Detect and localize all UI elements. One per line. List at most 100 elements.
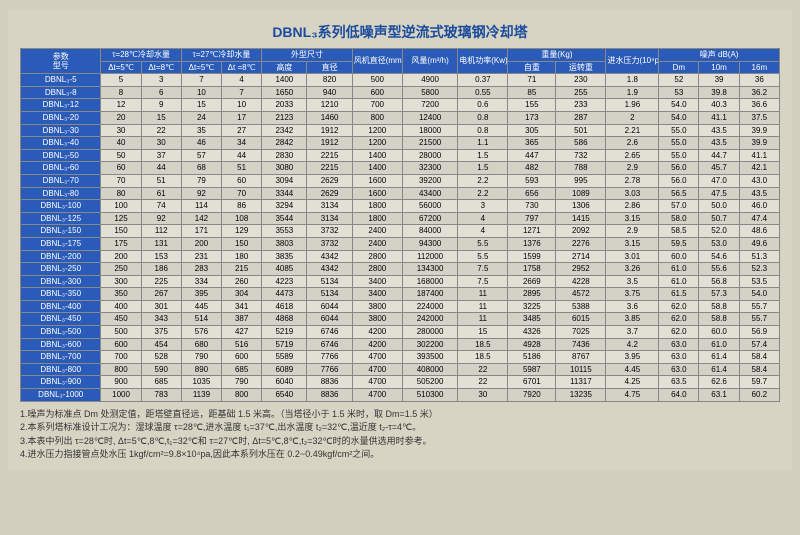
data-cell: 1210 — [307, 99, 352, 112]
data-cell: 350 — [101, 288, 141, 301]
data-cell: 600 — [101, 338, 141, 351]
th-height: 高度 — [262, 61, 307, 74]
data-cell: 685 — [222, 363, 262, 376]
data-cell: 187400 — [402, 288, 457, 301]
data-cell: 173 — [508, 111, 556, 124]
data-cell: 1271 — [508, 225, 556, 238]
note-line: 4.进水压力指接管点处水压 1kgf/cm²=9.8×10⁴pa,因此本系列水压… — [20, 448, 780, 462]
data-cell: 61.4 — [699, 351, 739, 364]
data-cell: 55.0 — [659, 137, 699, 150]
data-cell: 58.8 — [699, 313, 739, 326]
data-cell: 134300 — [402, 263, 457, 276]
data-cell: 0.37 — [458, 74, 508, 87]
data-cell: 53.5 — [739, 275, 779, 288]
model-cell: DBNL₃-80 — [21, 187, 101, 200]
th-param-model: 参数型号 — [21, 49, 101, 74]
data-cell: 4.25 — [606, 376, 659, 389]
data-cell: 500 — [352, 74, 402, 87]
data-cell: 59.7 — [739, 376, 779, 389]
data-cell: 231 — [181, 250, 221, 263]
data-cell: 1758 — [508, 263, 556, 276]
model-cell: DBNL₃-20 — [21, 111, 101, 124]
data-cell: 54.0 — [659, 99, 699, 112]
data-cell: 15 — [458, 326, 508, 339]
model-cell: DBNL₃-250 — [21, 263, 101, 276]
data-cell: 4618 — [262, 300, 307, 313]
data-cell: 783 — [141, 389, 181, 402]
data-cell: 4 — [458, 212, 508, 225]
th-dt5b: Δt=5℃ — [181, 61, 221, 74]
data-cell: 52.0 — [699, 225, 739, 238]
data-cell: 60.0 — [659, 250, 699, 263]
data-cell: 8 — [101, 86, 141, 99]
data-cell: 61.0 — [659, 275, 699, 288]
data-cell: 7 — [222, 86, 262, 99]
data-cell: 8767 — [556, 351, 606, 364]
data-cell: 576 — [181, 326, 221, 339]
data-cell: 1600 — [352, 187, 402, 200]
data-cell: 730 — [508, 200, 556, 213]
data-cell: 2.6 — [606, 137, 659, 150]
data-cell: 3732 — [307, 237, 352, 250]
data-cell: 43.0 — [739, 174, 779, 187]
footnotes: 1.噪声为标准点 Dm 处测定值，距塔壁直径远，距基础 1.5 米高。（当塔径小… — [20, 408, 780, 462]
table-row: DBNL₃-2002001532311803835434228001120005… — [21, 250, 780, 263]
data-cell: 155 — [508, 99, 556, 112]
data-cell: 62.6 — [699, 376, 739, 389]
data-cell: 7.5 — [458, 263, 508, 276]
table-row: DBNL₃-1000100078311398006540883647005103… — [21, 389, 780, 402]
data-cell: 150 — [222, 237, 262, 250]
data-cell: 53.0 — [699, 237, 739, 250]
data-cell: 800 — [101, 363, 141, 376]
data-cell: 9 — [141, 99, 181, 112]
data-cell: 1400 — [352, 149, 402, 162]
data-cell: 4.45 — [606, 363, 659, 376]
data-cell: 2123 — [262, 111, 307, 124]
data-cell: 4700 — [352, 363, 402, 376]
data-cell: 200 — [181, 237, 221, 250]
data-cell: 4700 — [352, 351, 402, 364]
model-cell: DBNL₃-900 — [21, 376, 101, 389]
data-cell: 5134 — [307, 275, 352, 288]
data-cell: 1.9 — [606, 86, 659, 99]
data-cell: 44.7 — [699, 149, 739, 162]
data-cell: 63.0 — [659, 363, 699, 376]
data-cell: 2830 — [262, 149, 307, 162]
data-cell: 242000 — [402, 313, 457, 326]
data-cell: 7766 — [307, 363, 352, 376]
data-cell: 40.3 — [699, 99, 739, 112]
data-cell: 8836 — [307, 389, 352, 402]
data-cell: 2.21 — [606, 124, 659, 137]
data-cell: 700 — [101, 351, 141, 364]
data-cell: 57.0 — [659, 200, 699, 213]
data-cell: 3134 — [307, 200, 352, 213]
data-cell: 3.26 — [606, 263, 659, 276]
data-cell: 500 — [101, 326, 141, 339]
data-cell: 1.8 — [606, 74, 659, 87]
table-row: DBNL₃-8080619270334426291600434002.26561… — [21, 187, 780, 200]
data-cell: 387 — [222, 313, 262, 326]
model-cell: DBNL₃-300 — [21, 275, 101, 288]
data-cell: 39200 — [402, 174, 457, 187]
model-cell: DBNL₃-125 — [21, 212, 101, 225]
data-cell: 304 — [222, 288, 262, 301]
data-cell: 47.0 — [699, 174, 739, 187]
data-cell: 32300 — [402, 162, 457, 175]
data-cell: 4868 — [262, 313, 307, 326]
data-cell: 41.1 — [739, 149, 779, 162]
data-cell: 3.85 — [606, 313, 659, 326]
data-cell: 6701 — [508, 376, 556, 389]
data-cell: 24 — [181, 111, 221, 124]
data-cell: 2400 — [352, 237, 402, 250]
th-run: 运转重 — [556, 61, 606, 74]
data-cell: 50.0 — [699, 200, 739, 213]
data-cell: 215 — [222, 263, 262, 276]
data-cell: 71 — [508, 74, 556, 87]
table-header: 参数型号 τ=28℃冷却水量 τ=27℃冷却水量 外型尺寸 风机直径(mm) 风… — [21, 49, 780, 74]
data-cell: 1800 — [352, 200, 402, 213]
data-cell: 84000 — [402, 225, 457, 238]
data-cell: 395 — [181, 288, 221, 301]
data-cell: 334 — [181, 275, 221, 288]
data-cell: 445 — [181, 300, 221, 313]
data-cell: 233 — [556, 99, 606, 112]
